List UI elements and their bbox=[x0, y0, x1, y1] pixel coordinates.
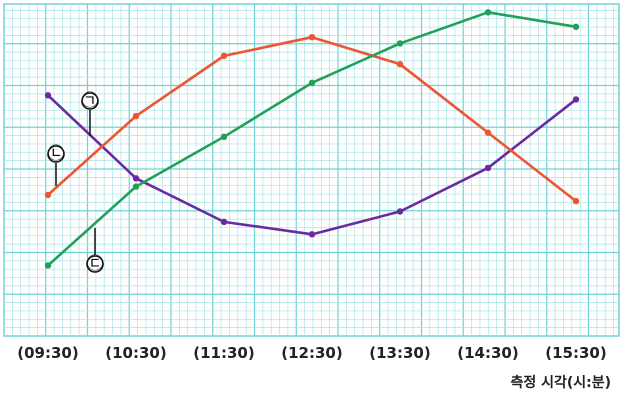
plot-area bbox=[3, 3, 620, 337]
series-label-text: ㉢ bbox=[87, 254, 104, 274]
x-tick-labels: (09:30) (10:30) (11:30) (12:30) (13:30) (14:3… bbox=[17, 344, 606, 362]
label-circle bbox=[86, 255, 104, 273]
series-3-point bbox=[220, 133, 228, 140]
x-tick-label: (10:30) bbox=[105, 344, 166, 362]
grid bbox=[3, 3, 620, 337]
series-1-point bbox=[484, 164, 492, 172]
series-label-text: ㉠ bbox=[82, 91, 99, 111]
series-2-point bbox=[572, 197, 580, 205]
series-3 bbox=[44, 9, 580, 269]
series-3-point bbox=[396, 40, 404, 47]
series-1-point bbox=[308, 231, 316, 238]
x-axis-title: 측정 시각(시:분) bbox=[510, 375, 611, 391]
series-2-point bbox=[220, 52, 228, 60]
series-1-point bbox=[220, 218, 228, 226]
label-circle bbox=[47, 145, 65, 163]
x-tick-label: (15:30) bbox=[545, 344, 606, 362]
series-2-point bbox=[44, 191, 52, 199]
series-3-point bbox=[308, 79, 316, 87]
series-label-text: ㉡ bbox=[48, 144, 65, 164]
series-layer bbox=[44, 9, 580, 269]
series-label-1: ㉠ bbox=[81, 91, 99, 136]
series-1-point bbox=[396, 208, 404, 215]
x-tick-label: (11:30) bbox=[193, 344, 254, 362]
series-3-point bbox=[484, 9, 492, 16]
series-2-point bbox=[308, 34, 316, 41]
series-label-2: ㉡ bbox=[47, 144, 65, 186]
series-3-point bbox=[132, 183, 140, 190]
series-1-point bbox=[572, 96, 580, 103]
series-3-point bbox=[44, 262, 52, 269]
series-2-point bbox=[132, 112, 140, 120]
series-label-3: ㉢ bbox=[86, 228, 104, 274]
series-1 bbox=[44, 92, 580, 238]
series-1-point bbox=[44, 92, 52, 99]
series-annotations: ㉠㉡㉢ bbox=[47, 91, 104, 274]
x-tick-label: (13:30) bbox=[369, 344, 430, 362]
x-tick-label: (12:30) bbox=[281, 344, 342, 362]
x-tick-label: (14:30) bbox=[457, 344, 518, 362]
series-2-point bbox=[484, 129, 492, 136]
series-2 bbox=[44, 34, 580, 205]
series-1-point bbox=[132, 175, 140, 182]
label-circle bbox=[81, 92, 99, 110]
x-tick-label: (09:30) bbox=[17, 344, 78, 362]
series-3-point bbox=[572, 23, 580, 31]
series-2-point bbox=[396, 60, 404, 68]
